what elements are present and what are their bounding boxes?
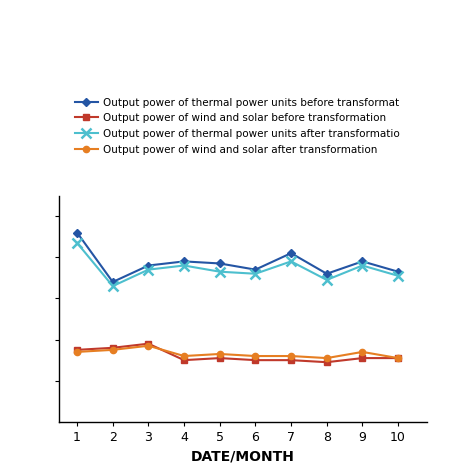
Output power of wind and solar after transformation xyxy=(217,351,223,357)
Output power of wind and solar before transformation xyxy=(110,345,116,351)
Output power of wind and solar after transformation xyxy=(360,349,365,355)
Output power of thermal power units after transformatio xyxy=(288,258,294,264)
Output power of wind and solar before transformation xyxy=(360,355,365,361)
Output power of wind and solar after transformation xyxy=(324,355,329,361)
Output power of thermal power units before transformat xyxy=(74,230,80,236)
Output power of wind and solar before transformation xyxy=(288,357,294,363)
Output power of thermal power units after transformatio xyxy=(253,271,258,277)
Output power of wind and solar after transformation xyxy=(288,353,294,359)
Output power of thermal power units before transformat xyxy=(146,263,151,268)
Output power of thermal power units after transformatio xyxy=(360,263,365,268)
Output power of wind and solar after transformation xyxy=(395,355,401,361)
Output power of thermal power units after transformatio xyxy=(181,263,187,268)
Line: Output power of wind and solar after transformation: Output power of wind and solar after tra… xyxy=(74,343,401,361)
Output power of wind and solar after transformation xyxy=(110,347,116,353)
Legend: Output power of thermal power units before transformat, Output power of wind and: Output power of thermal power units befo… xyxy=(72,94,403,158)
Output power of wind and solar before transformation xyxy=(253,357,258,363)
Line: Output power of thermal power units after transformatio: Output power of thermal power units afte… xyxy=(72,238,403,291)
Line: Output power of wind and solar before transformation: Output power of wind and solar before tr… xyxy=(74,340,401,365)
Output power of wind and solar before transformation xyxy=(217,355,223,361)
Output power of thermal power units after transformatio xyxy=(146,267,151,273)
Output power of wind and solar after transformation xyxy=(181,353,187,359)
Output power of wind and solar before transformation xyxy=(181,357,187,363)
Output power of wind and solar after transformation xyxy=(74,349,80,355)
Output power of thermal power units before transformat xyxy=(395,269,401,274)
Line: Output power of thermal power units before transformat: Output power of thermal power units befo… xyxy=(74,229,401,285)
Output power of thermal power units before transformat xyxy=(288,250,294,256)
Output power of thermal power units before transformat xyxy=(181,258,187,264)
Output power of thermal power units after transformatio xyxy=(110,283,116,289)
Output power of wind and solar before transformation xyxy=(146,341,151,346)
Output power of thermal power units before transformat xyxy=(110,279,116,285)
Output power of wind and solar after transformation xyxy=(253,353,258,359)
Output power of wind and solar before transformation xyxy=(395,355,401,361)
Output power of thermal power units before transformat xyxy=(360,258,365,264)
Output power of wind and solar after transformation xyxy=(146,343,151,348)
Output power of wind and solar before transformation xyxy=(74,347,80,353)
Output power of thermal power units after transformatio xyxy=(74,240,80,246)
Output power of wind and solar before transformation xyxy=(324,359,329,365)
Output power of thermal power units before transformat xyxy=(324,271,329,277)
Output power of thermal power units after transformatio xyxy=(217,269,223,274)
Output power of thermal power units before transformat xyxy=(217,261,223,266)
Output power of thermal power units after transformatio xyxy=(324,277,329,283)
X-axis label: DATE/MONTH: DATE/MONTH xyxy=(191,449,295,464)
Output power of thermal power units after transformatio xyxy=(395,273,401,279)
Output power of thermal power units before transformat xyxy=(253,267,258,273)
